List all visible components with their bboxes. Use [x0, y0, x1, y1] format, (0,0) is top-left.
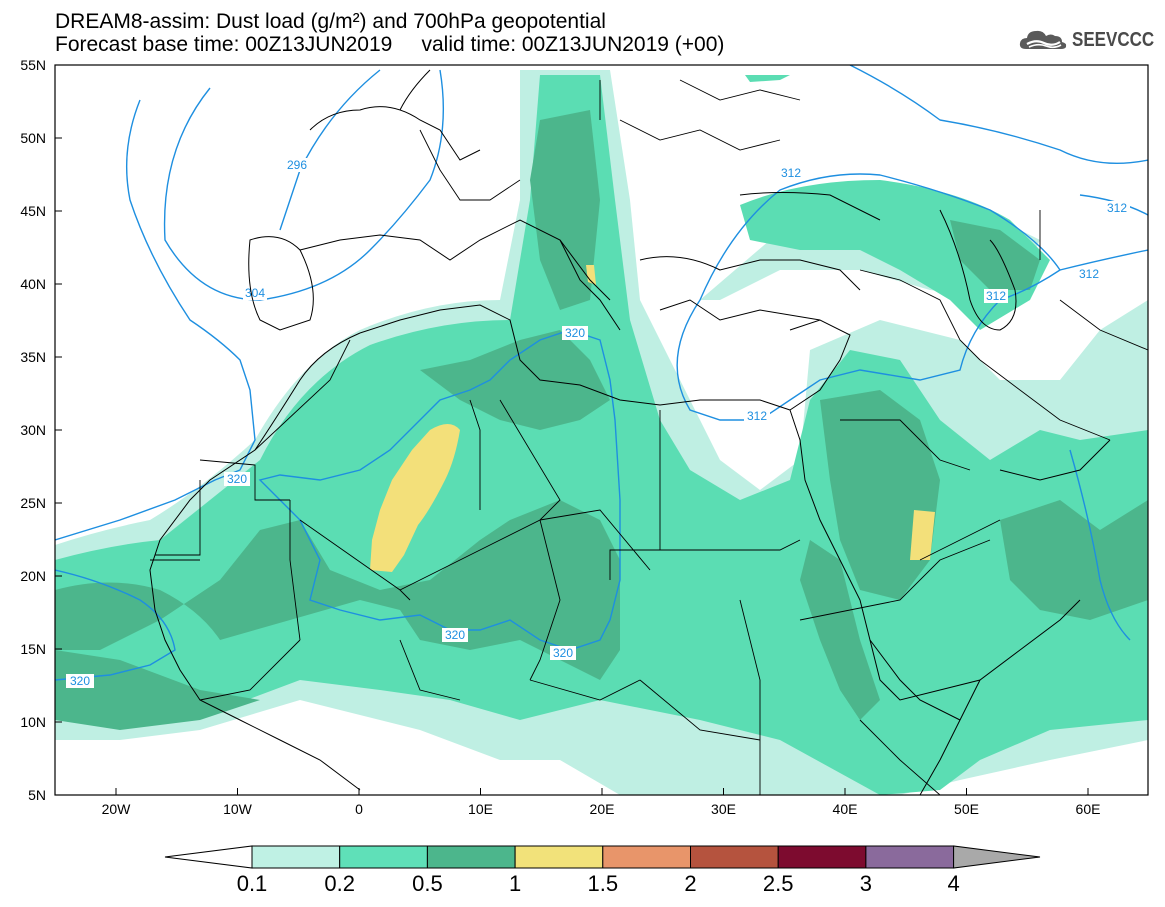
- colorbar-label: 1: [508, 871, 522, 896]
- lat-label: 55N: [20, 57, 46, 73]
- geopotential-contours: [55, 65, 1148, 681]
- lon-label: 40E: [832, 801, 858, 817]
- lon-label: 20W: [101, 801, 131, 817]
- lat-label: 45N: [20, 203, 46, 219]
- country-borders: [150, 79, 1148, 795]
- lat-label: 5N: [28, 787, 46, 803]
- lon-label: 10E: [468, 801, 493, 817]
- lon-label: 20E: [589, 801, 615, 817]
- lon-label: 60E: [1075, 801, 1101, 817]
- contour-label: 312: [986, 289, 1006, 303]
- colorbar-label: 0.1: [236, 871, 268, 896]
- map-title: DREAM8-assim: Dust load (g/m²) and 700hP…: [55, 10, 606, 33]
- dust-band-0.5: [55, 110, 1148, 730]
- contour-label: 320: [445, 628, 465, 642]
- colorbar-swatch: [865, 845, 955, 869]
- colorbar-label: 0.5: [412, 871, 443, 896]
- contour-label: 304: [245, 286, 265, 300]
- colorbar-label: 2.5: [762, 871, 794, 896]
- colorbar-label: 2: [684, 871, 697, 896]
- dust-band-1: [370, 265, 935, 572]
- logo-text: SEEVCCC: [1072, 28, 1155, 51]
- dust-band-0.2: [55, 75, 1148, 795]
- contour-label: 312: [1107, 201, 1127, 215]
- lon-label: 30E: [711, 801, 736, 817]
- cloud-icon: [1019, 30, 1067, 49]
- lat-label: 10N: [20, 714, 46, 730]
- lon-label: 10W: [223, 801, 252, 817]
- contour-label: 312: [781, 166, 801, 180]
- colorbar-high-triangle: [953, 845, 1041, 869]
- lat-label: 35N: [20, 349, 46, 365]
- colorbar-swatch: [602, 845, 691, 869]
- lat-label: 50N: [20, 130, 46, 146]
- colorbar-label: 3: [859, 871, 873, 896]
- seevccc-logo: SEEVCCC: [1018, 27, 1165, 53]
- map-subtitle: Forecast base time: 00Z13JUN2019 valid t…: [55, 33, 725, 56]
- lat-label: 40N: [20, 276, 46, 292]
- contour-label: 312: [747, 409, 767, 423]
- contour-label: 320: [70, 674, 90, 688]
- colorbar-swatch: [777, 845, 867, 869]
- colorbar-swatch: [426, 845, 516, 869]
- colorbar-swatch: [339, 845, 428, 869]
- colorbar-label: 1.5: [587, 871, 619, 896]
- lon-label: 0: [355, 801, 363, 817]
- contour-label: 320: [565, 326, 585, 340]
- lat-label: 30N: [20, 422, 46, 438]
- colorbar-low-triangle: [164, 845, 253, 869]
- lat-label: 15N: [20, 641, 46, 657]
- colorbar-swatch: [690, 845, 779, 869]
- contour-labels: 296 304 312 312 312 312 320 312 320 320 …: [66, 158, 1130, 688]
- colorbar-label: 4: [947, 871, 960, 896]
- lat-label: 25N: [20, 495, 46, 511]
- contour-label: 320: [553, 646, 573, 660]
- colorbar-swatch: [514, 845, 604, 869]
- contour-label: 312: [1079, 267, 1099, 281]
- colorbar: [164, 845, 1041, 869]
- colorbar-label: 0.2: [324, 871, 355, 896]
- lon-label: 50E: [954, 801, 979, 817]
- axis-ticks: [55, 64, 1089, 796]
- contour-label: 296: [287, 158, 307, 172]
- colorbar-swatch: [251, 845, 341, 869]
- lat-label: 20N: [20, 568, 46, 584]
- contour-label: 320: [227, 472, 247, 486]
- map-area: 296 304 312 312 312 312 320 312 320 320 …: [55, 65, 1148, 795]
